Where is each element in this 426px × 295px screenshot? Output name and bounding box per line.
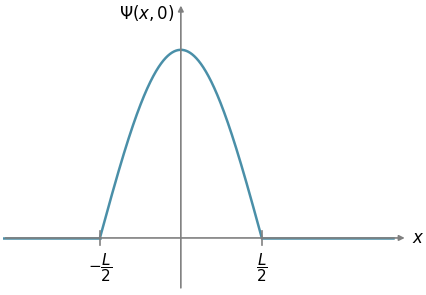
Text: $-\dfrac{L}{2}$: $-\dfrac{L}{2}$ [88,251,112,284]
Text: $\dfrac{L}{2}$: $\dfrac{L}{2}$ [256,251,268,284]
Text: $x$: $x$ [412,229,424,247]
Text: $\Psi(x, 0)$: $\Psi(x, 0)$ [119,3,174,23]
